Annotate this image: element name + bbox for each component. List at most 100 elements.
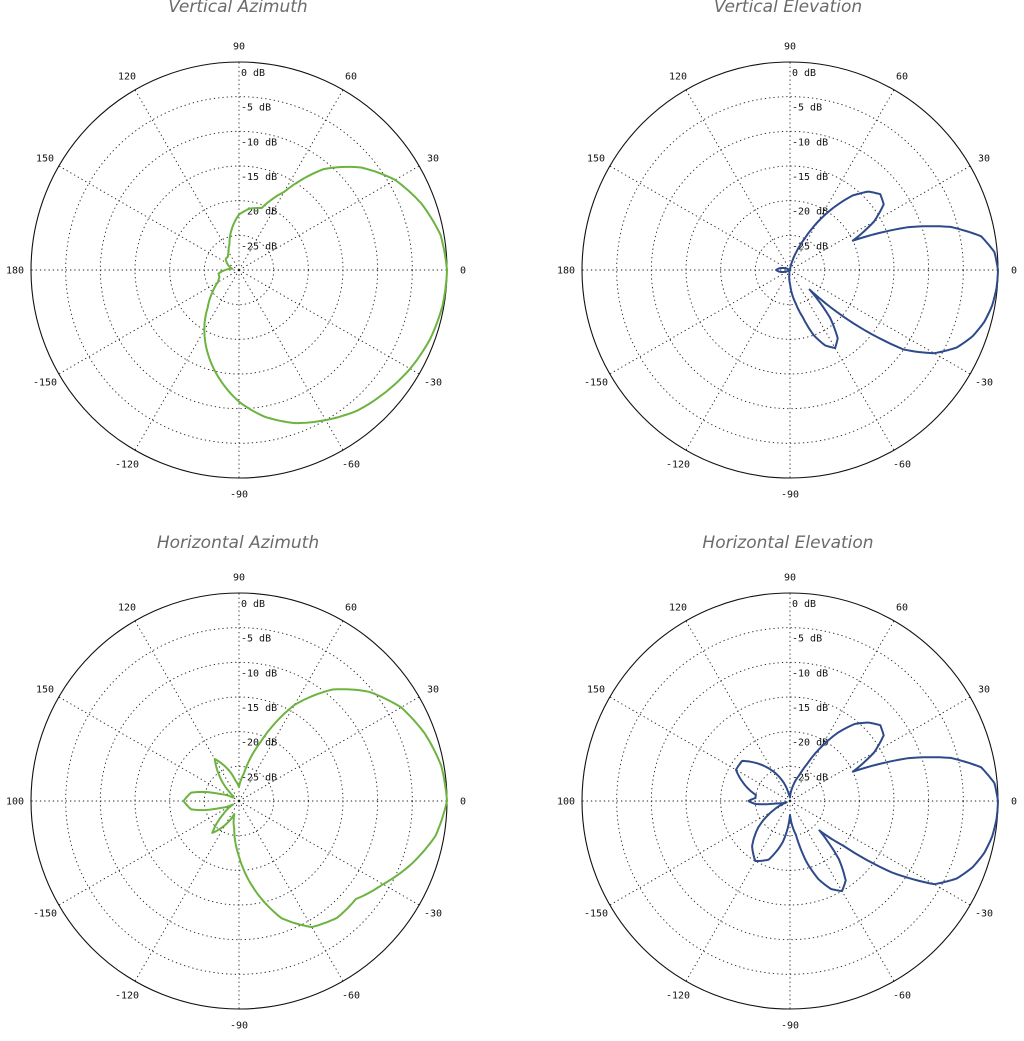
pattern-trace	[735, 721, 999, 893]
polar-plot-vertical-azimuth: 0 30 60 90 120 150 180 -150 -120 -90 -60 -30 0 dB -5 …	[6, 42, 466, 501]
angle-tick-label: 150	[36, 685, 54, 696]
angle-tick-label: 100	[557, 797, 575, 808]
pattern-trace	[203, 165, 448, 425]
angle-tick-label: 30	[427, 154, 439, 165]
pattern-trace	[182, 688, 448, 929]
radial-db-label: 0 dB	[792, 599, 816, 610]
angle-tick-label: -120	[115, 990, 139, 1001]
radial-db-label: -15 dB	[792, 703, 828, 714]
angle-tick-label: -90	[230, 490, 248, 501]
grid-spoke	[58, 696, 240, 802]
angle-tick-label: -60	[342, 459, 360, 470]
grid-ring	[203, 765, 275, 837]
angle-tick-label: -150	[584, 378, 608, 389]
angle-tick-label: 100	[6, 797, 24, 808]
grid-ring	[754, 765, 826, 837]
grid-spoke	[238, 269, 420, 375]
grid-ring	[134, 165, 344, 375]
angle-tick-label: 30	[427, 685, 439, 696]
angle-tick-label: 120	[118, 603, 136, 614]
angle-tick-label: 0	[460, 797, 466, 808]
grid-ring	[616, 96, 964, 444]
panel-horizontal-elevation: Horizontal Elevation 0 30 60 90 120 150 100 -15…	[544, 530, 1024, 1036]
grid-spoke	[238, 800, 420, 906]
grid-spoke	[58, 165, 240, 271]
grid-spoke	[789, 269, 971, 375]
grid-ring	[754, 234, 826, 306]
grid-spoke	[134, 800, 240, 982]
radial-db-label: -5 dB	[241, 103, 271, 114]
angle-tick-label: 120	[118, 72, 136, 83]
angle-tick-label: -30	[424, 909, 442, 920]
angle-tick-label: 120	[669, 603, 687, 614]
radial-db-label: -25 dB	[792, 772, 828, 783]
grid-ring	[720, 200, 860, 340]
radial-db-label: -20 dB	[241, 207, 277, 218]
radial-db-label: -10 dB	[792, 137, 828, 148]
grid-spoke	[609, 165, 791, 271]
radial-db-label: -5 dB	[241, 634, 271, 645]
chart-title: Horizontal Azimuth	[156, 533, 320, 553]
angle-tick-label: 150	[587, 154, 605, 165]
grid-ring	[685, 696, 895, 906]
angle-tick-label: -60	[893, 990, 911, 1001]
angle-tick-label: -150	[584, 909, 608, 920]
angle-tick-label: -30	[975, 378, 993, 389]
panel-vertical-azimuth: Vertical Azimuth 0 30 60 90 120 150 180 -150 -12…	[0, 0, 480, 520]
pattern-trace	[775, 190, 999, 355]
radial-db-label: -5 dB	[792, 103, 822, 114]
radial-db-label: -25 dB	[241, 241, 277, 252]
grid-ring	[203, 234, 275, 306]
angle-tick-label: 30	[978, 685, 990, 696]
angle-tick-label: -150	[33, 378, 57, 389]
angle-tick-label: -120	[115, 459, 139, 470]
radial-db-label: 0 dB	[241, 599, 265, 610]
radial-db-label: 0 dB	[241, 68, 265, 79]
radial-db-label: -10 dB	[792, 668, 828, 679]
angle-tick-label: -150	[33, 909, 57, 920]
angle-tick-label: 90	[784, 42, 796, 53]
polar-plot-horizontal-elevation: 0 30 60 90 120 150 100 -150 -120 -90 -60 -30 0 dB -5 …	[557, 573, 1017, 1032]
radial-db-label: -15 dB	[241, 703, 277, 714]
chart-title: Vertical Azimuth	[168, 0, 308, 17]
chart-title: Vertical Elevation	[713, 0, 863, 17]
radial-db-label: -10 dB	[241, 668, 277, 679]
angle-tick-label: 60	[345, 72, 357, 83]
angle-tick-label: -60	[893, 459, 911, 470]
grid-ring	[169, 200, 309, 340]
radial-db-label: -5 dB	[792, 634, 822, 645]
angle-tick-label: 0	[1011, 797, 1017, 808]
angle-tick-label: 60	[896, 72, 908, 83]
grid-ring	[650, 130, 930, 410]
radial-db-label: 0 dB	[792, 68, 816, 79]
radial-db-label: -15 dB	[241, 172, 277, 183]
grid-ring	[99, 130, 379, 410]
grid-spoke	[789, 800, 971, 906]
angle-tick-label: 180	[557, 266, 575, 277]
grid-spoke	[685, 800, 791, 982]
radial-db-label: -15 dB	[792, 172, 828, 183]
polar-plot-vertical-elevation: 0 30 60 90 120 150 180 -150 -120 -90 -60 -30 0 dB -5 …	[557, 42, 1017, 501]
angle-tick-label: 90	[233, 42, 245, 53]
panel-horizontal-azimuth: Horizontal Azimuth 0 30 60 90 120 150 100 -150 -…	[0, 530, 480, 1036]
panel-vertical-elevation: Vertical Elevation 0 30 60 90 120 150 180 -150 -…	[544, 0, 1024, 520]
angle-tick-label: 90	[233, 573, 245, 584]
angle-tick-label: 30	[978, 154, 990, 165]
angle-tick-label: -60	[342, 990, 360, 1001]
grid-spoke	[685, 269, 791, 451]
grid-spoke	[609, 696, 791, 802]
grid-ring	[134, 696, 344, 906]
angle-tick-label: 150	[36, 154, 54, 165]
angle-tick-label: 0	[460, 266, 466, 277]
grid-ring	[99, 661, 379, 941]
radial-db-label: -20 dB	[792, 738, 828, 749]
grid-ring	[65, 96, 413, 444]
angle-tick-label: 180	[6, 266, 24, 277]
angle-tick-label: -120	[666, 990, 690, 1001]
angle-tick-label: -120	[666, 459, 690, 470]
angle-tick-label: 60	[896, 603, 908, 614]
grid-ring	[616, 627, 964, 975]
angle-tick-label: -90	[781, 1021, 799, 1032]
radial-db-label: -25 dB	[241, 772, 277, 783]
